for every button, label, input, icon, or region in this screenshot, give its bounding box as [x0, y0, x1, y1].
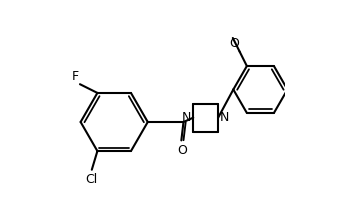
Text: O: O	[177, 144, 187, 157]
Text: O: O	[229, 37, 239, 50]
Text: Cl: Cl	[86, 173, 98, 186]
Text: N: N	[220, 111, 229, 124]
Text: N: N	[182, 111, 192, 124]
Text: F: F	[72, 70, 79, 83]
